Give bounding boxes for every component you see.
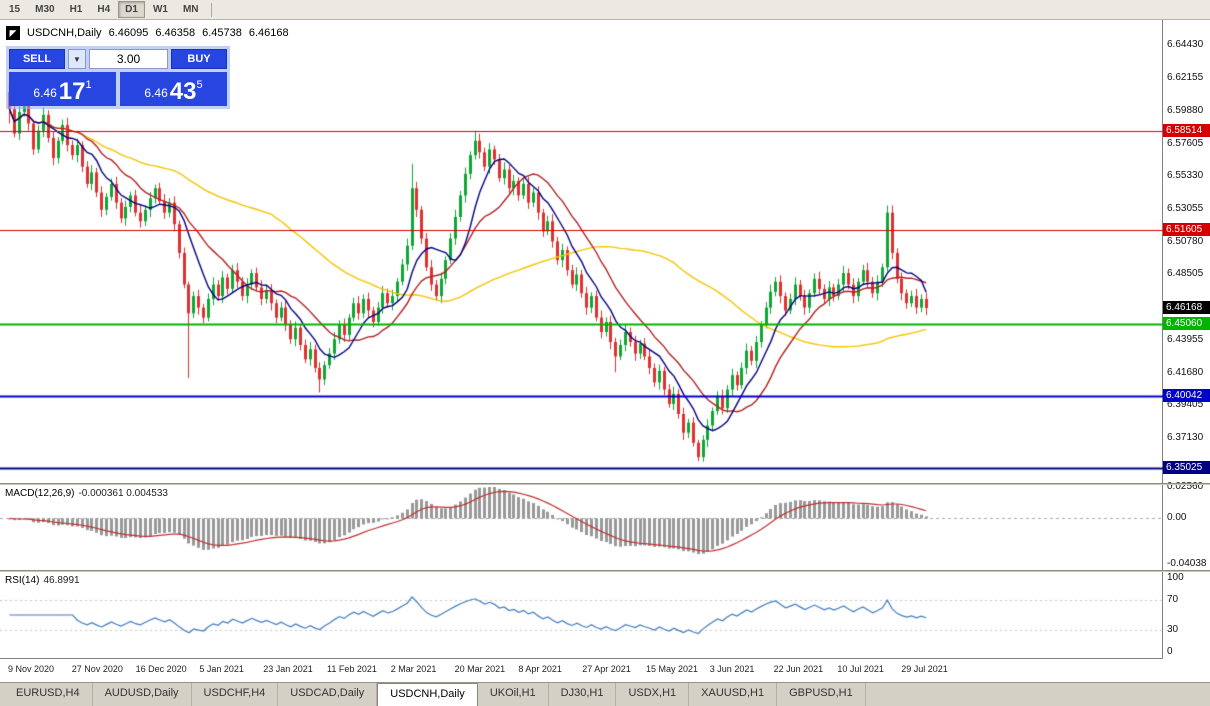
buy-price-sup: 5 <box>196 79 203 91</box>
timeframe-button-h4[interactable]: H4 <box>97 4 111 15</box>
date-label: 5 Jan 2021 <box>199 664 244 674</box>
date-label: 10 Jul 2021 <box>837 664 884 674</box>
date-label: 3 Jun 2021 <box>709 664 755 674</box>
price-axis-label: 6.39405 <box>1167 399 1204 411</box>
sell-price-button[interactable]: 6.46 17 1 <box>9 72 116 106</box>
one-click-trading-toggle[interactable]: ◤ <box>6 26 20 40</box>
date-label: 16 Dec 2020 <box>135 664 187 674</box>
price-tag: 6.35025 <box>1163 461 1210 475</box>
rsi-axis-label: 100 <box>1167 571 1184 583</box>
date-label: 9 Nov 2020 <box>8 664 55 674</box>
chart-tab-audusd[interactable]: AUDUSD,Daily <box>93 683 192 706</box>
price-axis-label: 6.55330 <box>1167 170 1204 182</box>
macd-axis-label: 0.02560 <box>1167 481 1204 492</box>
rsi-value: 46.8991 <box>43 575 80 586</box>
main-chart-panel: ◤ USDCNH,Daily 6.46095 6.46358 6.45738 6… <box>0 20 1163 483</box>
rsi-axis-label: 30 <box>1167 623 1179 635</box>
date-label: 20 Mar 2021 <box>454 664 506 674</box>
price-axis-label: 6.57605 <box>1167 137 1204 149</box>
panel-splitter[interactable] <box>0 570 1210 572</box>
volume-input[interactable] <box>89 49 168 69</box>
timeframe-button-d1[interactable]: D1 <box>118 1 145 18</box>
volume-dropdown[interactable]: ▼ <box>68 49 86 69</box>
timeframe-button-h1[interactable]: H1 <box>69 4 83 15</box>
macd-chart-canvas[interactable] <box>0 485 1163 570</box>
price-axis: 6.64430 6.62155 6.59880 6.57605 6.55330 6.530… <box>1163 20 1210 658</box>
buy-price-small: 6.46 <box>144 86 168 100</box>
chart-tab-gbpusd[interactable]: GBPUSD,H1 <box>777 683 866 706</box>
chart-tab-usdx[interactable]: USDX,H1 <box>616 683 690 706</box>
macd-axis-label: 0.00 <box>1167 512 1187 524</box>
price-axis-label: 6.53055 <box>1167 203 1204 214</box>
toolbar-separator <box>210 2 212 17</box>
chart-tab-dj30[interactable]: DJ30,H1 <box>549 683 617 706</box>
date-axis: 9 Nov 2020 27 Nov 2020 16 Dec 2020 5 Jan 20… <box>0 658 1163 682</box>
price-axis-label: 6.43955 <box>1167 333 1204 345</box>
date-label: 22 Jun 2021 <box>773 664 824 674</box>
panel-splitter[interactable] <box>0 483 1210 485</box>
chart-tab-eurusd[interactable]: EURUSD,H4 <box>4 683 93 706</box>
price-tag: 6.45060 <box>1163 316 1210 330</box>
ohlc-close: 6.46168 <box>248 27 289 39</box>
date-label: 11 Feb 2021 <box>327 664 377 674</box>
rsi-axis-label: 70 <box>1167 594 1179 606</box>
price-tag: 6.51605 <box>1163 222 1210 236</box>
rsi-axis-label: 0 <box>1167 646 1173 658</box>
ohlc-high: 6.46358 <box>155 27 196 39</box>
ohlc-low: 6.45738 <box>202 27 242 39</box>
ohlc-open: 6.46095 <box>108 27 149 39</box>
price-axis-label: 6.37130 <box>1167 431 1204 443</box>
date-label: 23 Jan 2021 <box>263 664 313 674</box>
price-tag: 6.46168 <box>1163 301 1210 315</box>
rsi-chart-canvas[interactable] <box>0 572 1163 658</box>
timeframe-button-15[interactable]: 15 <box>9 4 21 15</box>
price-axis-label: 6.50780 <box>1167 235 1204 247</box>
buy-price-button[interactable]: 6.46 43 5 <box>120 72 227 106</box>
macd-name: MACD(12,26,9) <box>5 488 75 499</box>
buy-button[interactable]: BUY <box>171 49 227 69</box>
chart-tab-usdcnh[interactable]: USDCNH,Daily <box>377 683 478 706</box>
chart-tab-ukoil[interactable]: UKOil,H1 <box>478 683 549 706</box>
rsi-panel: RSI(14) 46.8991 <box>0 572 1163 658</box>
sell-price-sup: 1 <box>85 79 92 91</box>
date-label: 27 Nov 2020 <box>71 664 123 674</box>
timeframe-button-mn[interactable]: MN <box>182 4 199 15</box>
chart-tab-usdcad[interactable]: USDCAD,Daily <box>278 683 378 706</box>
price-axis-label: 6.41680 <box>1167 366 1204 378</box>
timeframe-toolbar: 15 M30 H1 H4 D1 W1 MN <box>0 0 1210 20</box>
rsi-name: RSI(14) <box>5 575 40 586</box>
price-tag: 6.58514 <box>1163 123 1210 137</box>
chevron-down-icon: ▼ <box>73 54 81 64</box>
price-axis-label: 6.64430 <box>1167 39 1204 51</box>
sell-price-big: 17 <box>58 78 86 105</box>
timeframe-button-w1[interactable]: W1 <box>152 4 168 15</box>
macd-label: MACD(12,26,9) -0.000361 0.004533 <box>5 488 168 499</box>
date-label: 2 Mar 2021 <box>390 664 437 674</box>
chart-header: ◤ USDCNH,Daily 6.46095 6.46358 6.45738 6… <box>6 26 289 40</box>
macd-values: -0.000361 0.004533 <box>78 488 168 499</box>
date-label: 15 May 2021 <box>646 664 699 674</box>
sell-price-small: 6.46 <box>33 86 57 100</box>
chart-tabs: EURUSD,H4 AUDUSD,Daily USDCHF,H4 USDCAD,Dai… <box>0 682 1210 706</box>
price-tag: 6.40042 <box>1163 389 1210 403</box>
date-label: 29 Jul 2021 <box>901 664 948 674</box>
sell-button[interactable]: SELL <box>9 49 65 69</box>
chart-tab-usdchf[interactable]: USDCHF,H4 <box>192 683 279 706</box>
rsi-label: RSI(14) 46.8991 <box>5 575 80 586</box>
arrow-up-left-icon: ◤ <box>9 28 17 38</box>
date-label: 27 Apr 2021 <box>582 664 631 674</box>
buy-price-big: 43 <box>169 78 197 105</box>
date-label: 8 Apr 2021 <box>518 664 562 674</box>
price-axis-label: 6.48505 <box>1167 268 1204 280</box>
price-axis-label: 6.59880 <box>1167 104 1204 116</box>
price-axis-label: 6.62155 <box>1167 72 1204 84</box>
chart-tab-xauusd[interactable]: XAUUSD,H1 <box>689 683 778 706</box>
timeframe-button-m30[interactable]: M30 <box>35 4 55 15</box>
macd-axis-label: -0.04038 <box>1167 558 1207 569</box>
chart-title: USDCNH,Daily <box>27 27 102 39</box>
macd-panel: MACD(12,26,9) -0.000361 0.004533 <box>0 485 1163 570</box>
